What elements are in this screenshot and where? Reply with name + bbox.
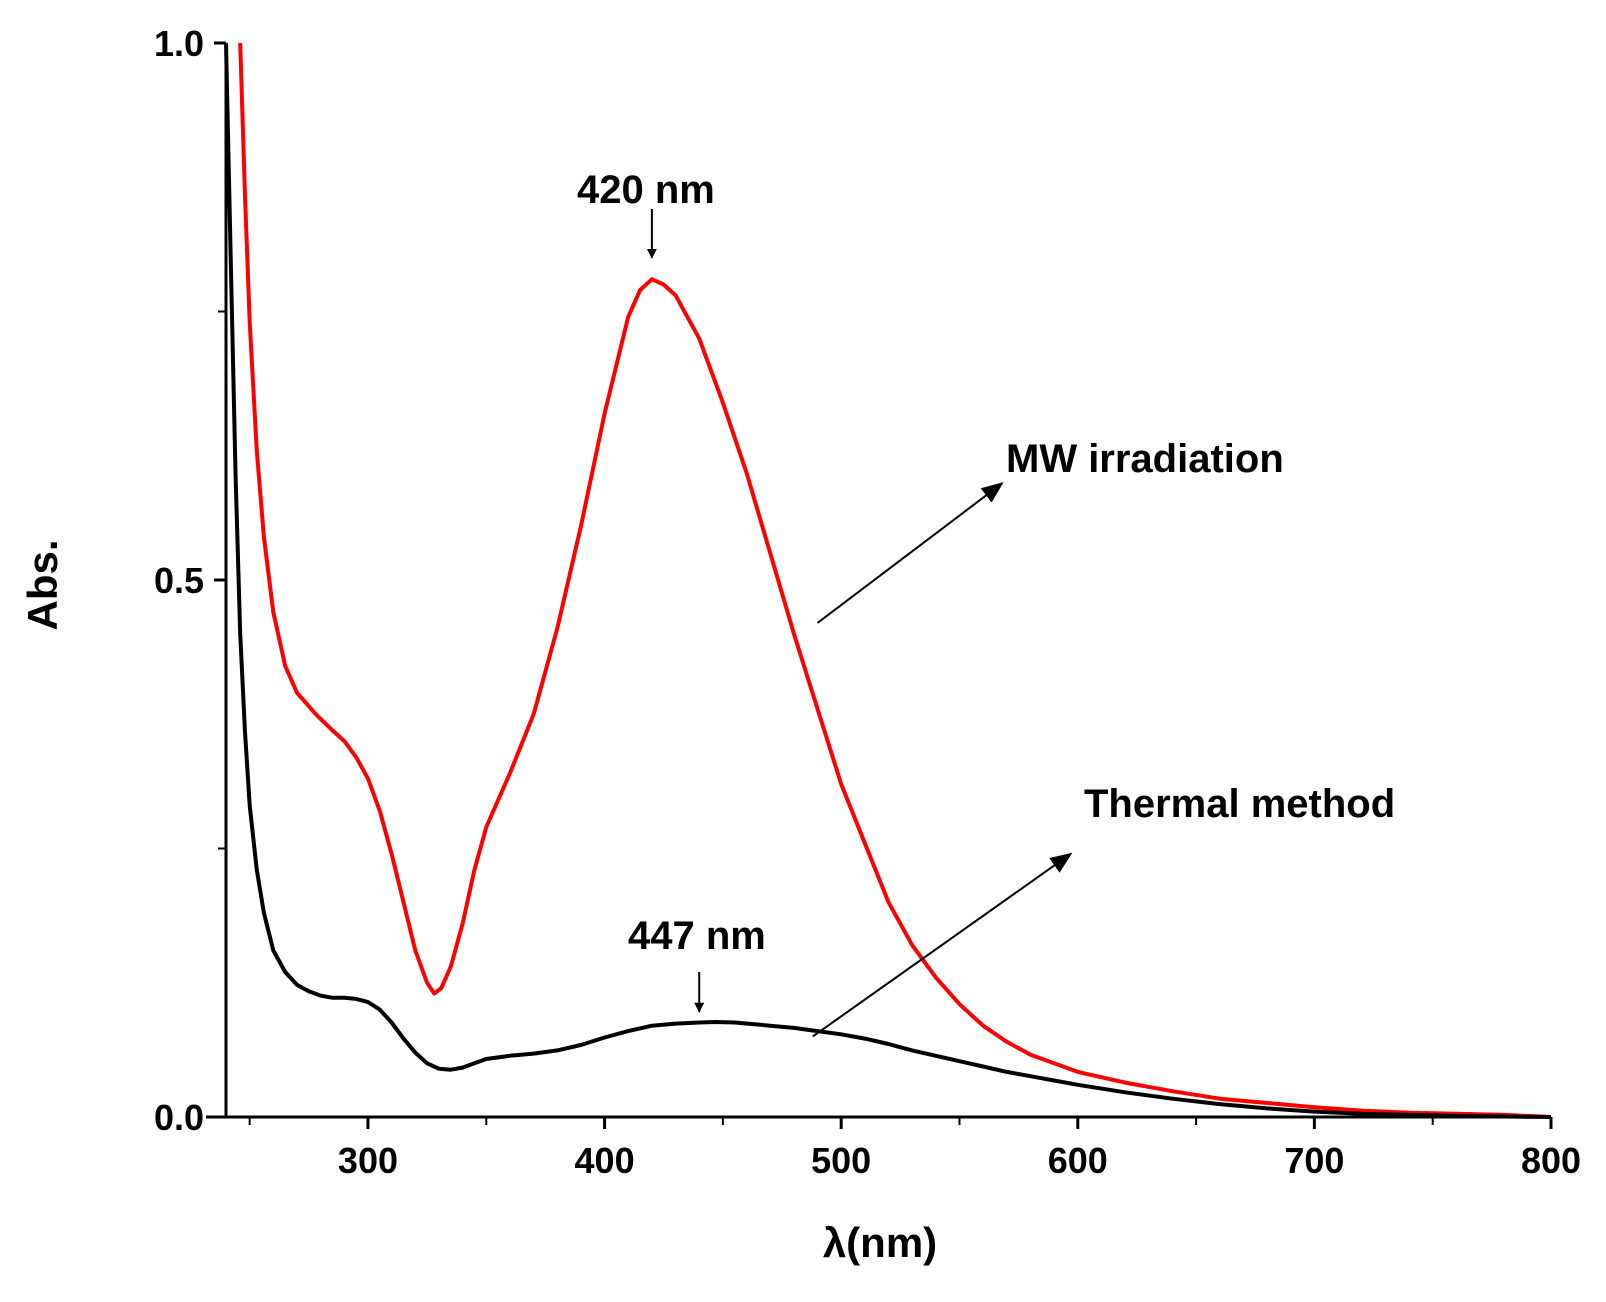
arrow-label-mw [816, 482, 1004, 624]
arrow-label-thermal [812, 852, 1073, 1038]
x-tick-label-700: 700 [1284, 1140, 1344, 1181]
x-tick-label-400: 400 [575, 1140, 635, 1181]
x-tick-label-600: 600 [1048, 1140, 1108, 1181]
x-axis-title: λ(nm) [823, 1219, 937, 1266]
series-label-mw-irradiation: MW irradiation [1006, 437, 1284, 481]
annotations: 420 nm 447 nm MW irradiation Thermal met… [577, 168, 1395, 1038]
y-axis-title: Abs. [19, 539, 66, 630]
y-ticks: 0.0 0.5 1.0 [154, 23, 226, 1138]
x-ticks: 300 400 500 600 700 800 [248, 1117, 1581, 1181]
annotation-420-nm: 420 nm [577, 168, 715, 212]
y-tick-label-0-5: 0.5 [154, 560, 204, 601]
series-layer [224, 42, 1552, 1119]
series-line-thermal-method [224, 42, 1552, 1119]
y-tick-label-0: 0.0 [154, 1097, 204, 1138]
series-label-thermal-method: Thermal method [1084, 782, 1395, 826]
x-tick-label-300: 300 [338, 1140, 398, 1181]
axes [206, 43, 1551, 1119]
annotation-447-nm: 447 nm [628, 914, 766, 958]
series-line-mw-irradiation [238, 42, 1552, 1119]
y-tick-label-1: 1.0 [154, 23, 204, 64]
x-tick-label-500: 500 [811, 1140, 871, 1181]
x-tick-label-800: 800 [1521, 1140, 1581, 1181]
